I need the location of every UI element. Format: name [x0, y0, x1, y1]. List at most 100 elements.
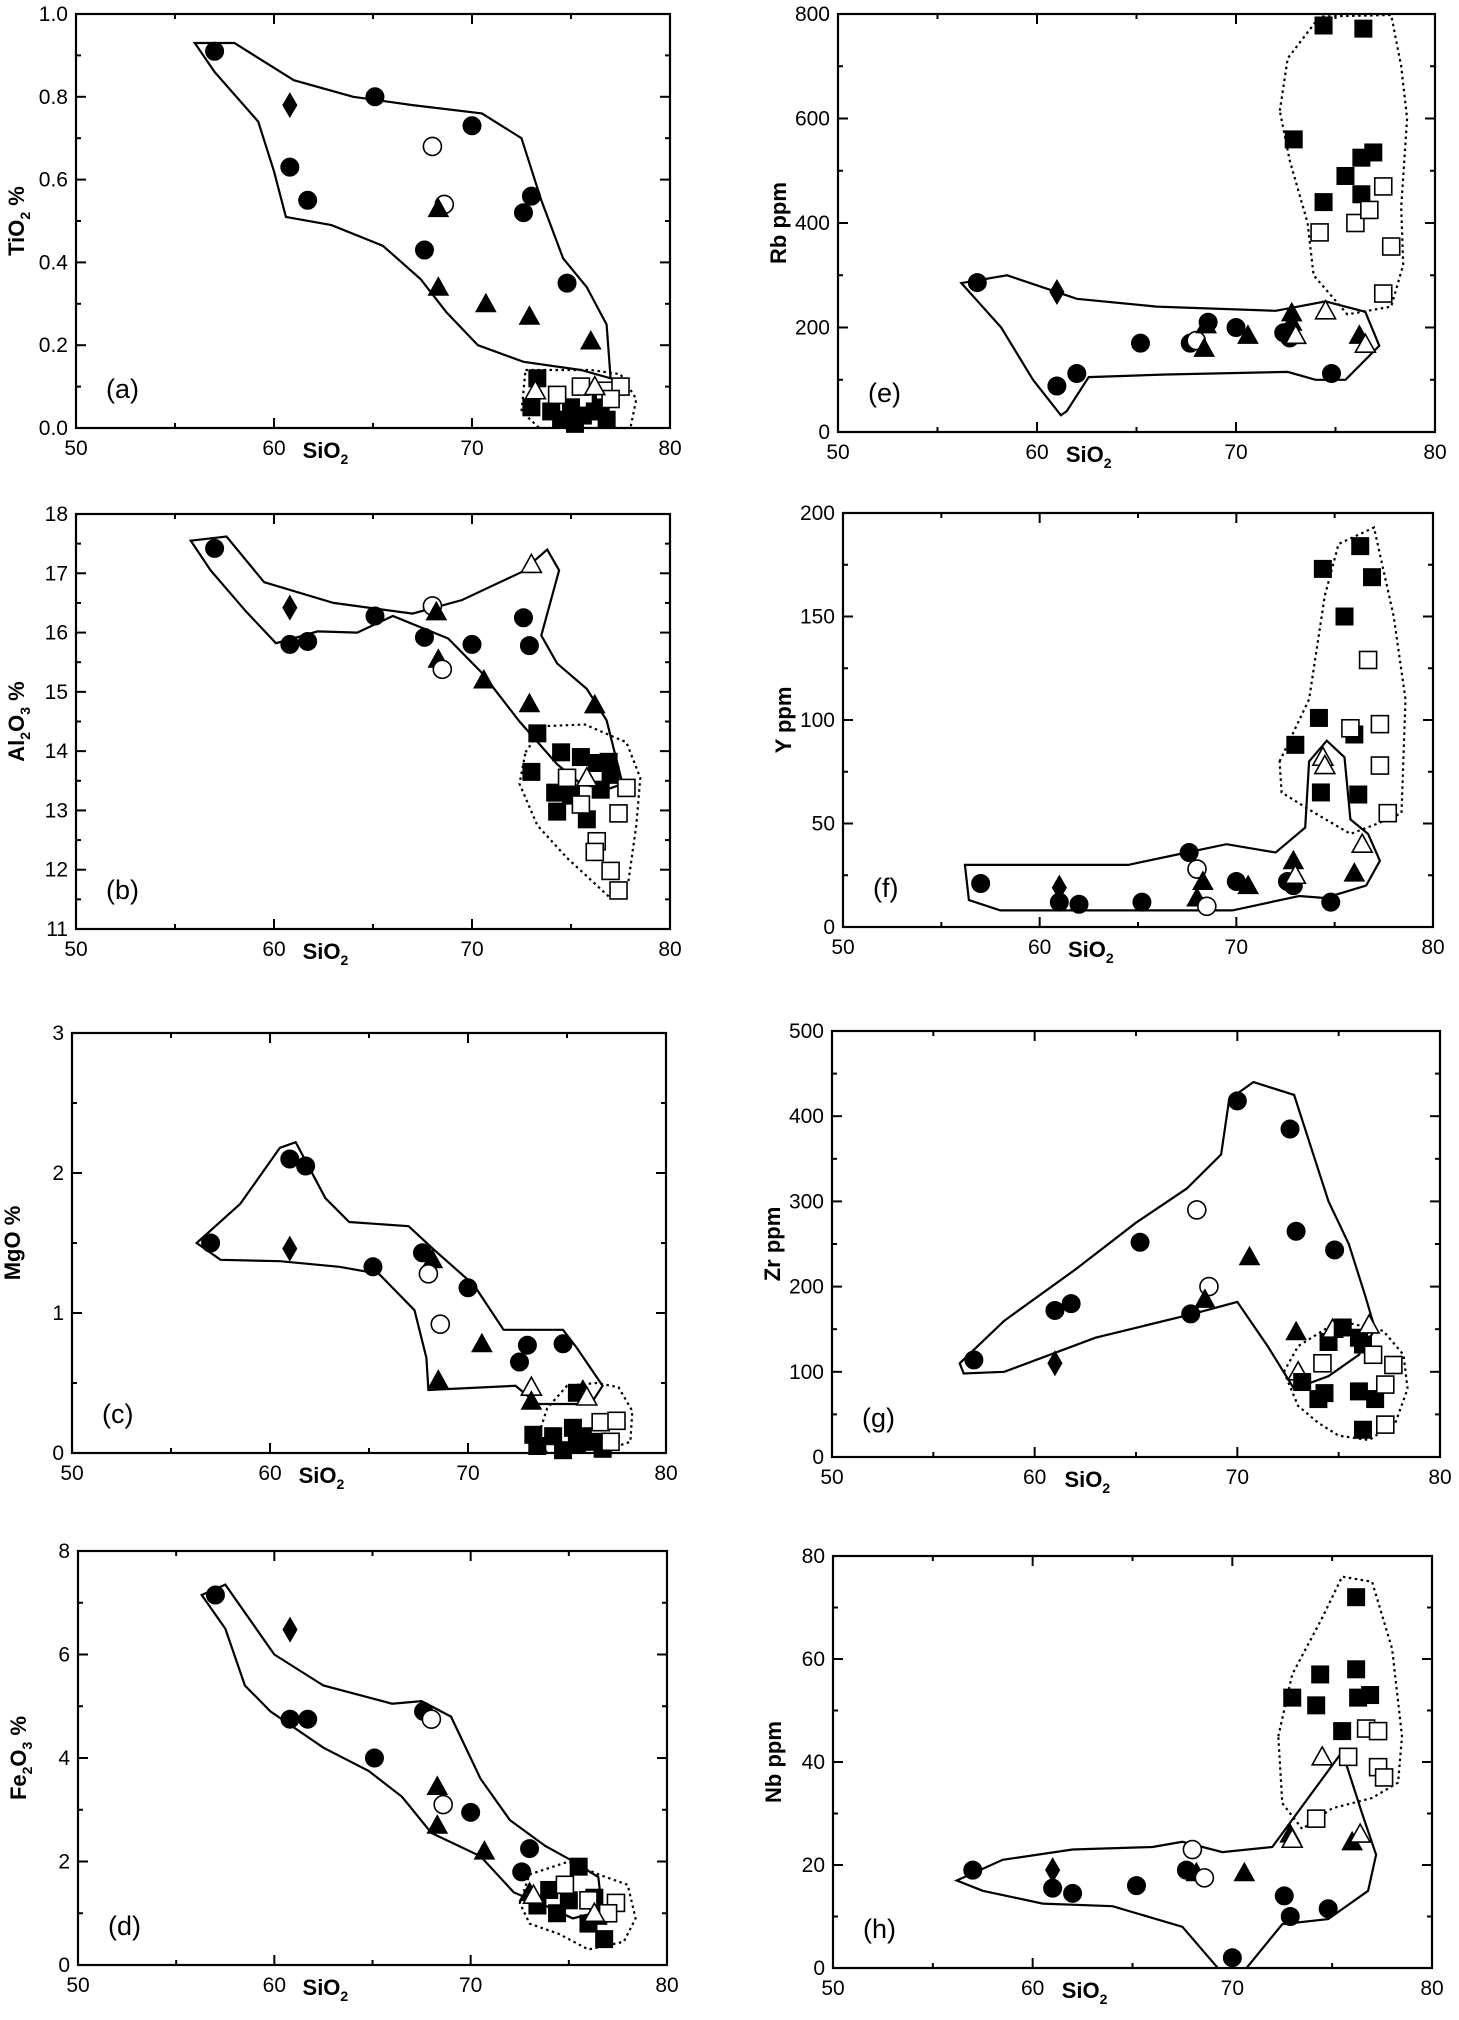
data-point-filled-circle [363, 1257, 383, 1277]
x-tick-label: 50 [831, 936, 854, 959]
data-point-filled-circle [205, 41, 225, 61]
x-tick-label: 50 [820, 1466, 843, 1489]
data-point-filled-circle [517, 1335, 537, 1355]
data-point-filled-circle [364, 1748, 384, 1768]
solid-field-envelope [958, 1080, 1377, 1391]
y-axis-title: Zr ppm [760, 1207, 785, 1282]
x-tick-label: 50 [64, 938, 87, 961]
field-envelopes [953, 1575, 1404, 1968]
y-tick-label: 1.0 [39, 3, 68, 26]
x-tick-label: 60 [1028, 936, 1051, 959]
data-point-filled-square [522, 398, 541, 417]
data-point-open-square [1368, 1721, 1388, 1741]
y-tick-label: 600 [795, 108, 830, 131]
data-point-open-square [1373, 177, 1393, 196]
solid-field-envelope [959, 274, 1381, 417]
y-tick-label: 13 [45, 799, 68, 822]
data-point-filled-triangle [518, 305, 541, 325]
data-point-filled-square [1335, 607, 1354, 626]
y-tick-label: 15 [45, 681, 68, 704]
data-point-filled-square [1347, 1660, 1366, 1679]
x-axis-title: SiO2 [303, 438, 349, 467]
data-point-filled-square [595, 1930, 614, 1949]
data-points [205, 41, 630, 433]
data-point-open-square [1358, 650, 1378, 670]
data-points [205, 538, 636, 900]
dotted-field-envelope [1277, 1575, 1404, 1831]
x-tick-label: 80 [658, 437, 681, 460]
x-axis-title: SiO2 [303, 939, 349, 968]
x-axis-title: SiO2 [303, 1975, 349, 2004]
y-tick-label: 100 [800, 709, 835, 732]
data-points [964, 1091, 1403, 1439]
data-point-filled-square [1313, 559, 1332, 578]
data-point-filled-square [597, 410, 616, 429]
data-point-filled-circle [1181, 1304, 1201, 1324]
data-point-filled-circle [553, 1334, 573, 1354]
data-point-open-square [1375, 1375, 1395, 1394]
data-point-filled-square [1284, 130, 1303, 149]
y-tick-label: 0 [52, 1442, 64, 1465]
data-point-filled-circle [1274, 1886, 1294, 1906]
x-tick-label: 80 [655, 1974, 678, 1997]
data-point-filled-circle [1321, 892, 1341, 912]
data-point-filled-circle [964, 1350, 984, 1370]
y-tick-label: 16 [45, 622, 68, 645]
data-point-filled-circle [1227, 1091, 1247, 1111]
data-point-filled-circle [205, 1585, 225, 1605]
y-tick-label: 0 [58, 1954, 70, 1977]
data-point-filled-square [1309, 1390, 1328, 1409]
y-tick-label: 200 [795, 317, 830, 340]
panel-label: (g) [862, 1403, 895, 1433]
data-points [963, 1588, 1394, 1968]
data-point-filled-diamond [282, 1235, 298, 1262]
data-point-open-circle [1182, 1839, 1203, 1860]
data-point-open-circle [1187, 1200, 1207, 1220]
data-point-open-square [1384, 1355, 1403, 1375]
data-point-filled-square [1311, 1665, 1330, 1684]
x-tick-label: 60 [262, 938, 285, 961]
data-point-open-square [1375, 1415, 1395, 1434]
data-point-filled-diamond [282, 594, 298, 621]
data-point-filled-circle [1325, 1240, 1345, 1260]
data-point-open-circle [433, 1794, 453, 1815]
data-point-filled-triangle [579, 330, 602, 350]
data-point-filled-circle [1069, 894, 1089, 914]
data-point-open-triangle [1280, 1827, 1304, 1849]
data-point-open-square [609, 881, 628, 900]
data-point-filled-triangle [583, 693, 606, 714]
y-tick-label: 100 [789, 1361, 824, 1384]
solid-field-envelope [194, 1140, 604, 1406]
y-tick-label: 400 [789, 1105, 824, 1128]
data-point-open-square [1346, 213, 1365, 233]
data-point-open-triangle [582, 1901, 606, 1923]
data-point-filled-circle [1130, 1232, 1150, 1252]
data-point-filled-circle [365, 606, 385, 626]
panel-label: (h) [863, 1914, 896, 1944]
data-point-open-square [1374, 1768, 1394, 1787]
y-axis-title: Fe2O3 % [6, 1716, 35, 1800]
panel-label: (a) [106, 374, 139, 404]
data-point-filled-triangle [520, 1390, 543, 1410]
data-point-filled-square [1351, 537, 1370, 556]
data-point-filled-square [1293, 1373, 1312, 1392]
dotted-field-envelope [518, 1860, 637, 1951]
data-point-filled-square [552, 743, 571, 762]
data-point-filled-circle [1043, 1878, 1063, 1898]
y-tick-label: 11 [46, 918, 68, 941]
data-point-filled-triangle [473, 668, 495, 689]
y-tick-label: 0.4 [39, 251, 69, 274]
data-point-filled-circle [1318, 1899, 1338, 1919]
data-point-filled-triangle [425, 600, 448, 621]
data-point-filled-circle [458, 1278, 478, 1298]
data-point-open-circle [1197, 896, 1217, 917]
data-point-filled-circle [298, 1709, 318, 1729]
data-point-filled-square [569, 1857, 588, 1876]
panel-c: 50 60 70 80 0 1 2 3 SiO2 MgO % (c) [0, 1022, 678, 1492]
data-point-open-triangle [1283, 863, 1307, 885]
data-point-open-square [1378, 803, 1398, 823]
data-point-filled-square [1336, 166, 1355, 185]
panel-h: 50 60 70 80 0 20 40 60 80 SiO2 Nb ppm (h) [761, 1545, 1444, 2007]
data-point-filled-square [1353, 1420, 1372, 1439]
